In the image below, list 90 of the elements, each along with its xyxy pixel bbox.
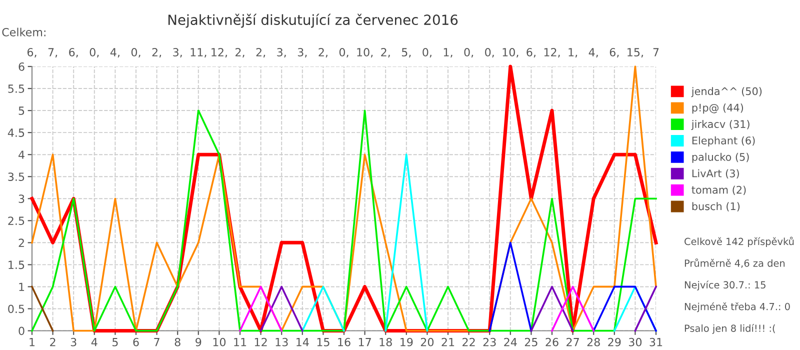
text: 12,: [212, 48, 227, 58]
x-tick-label: 15: [317, 338, 330, 346]
text: 4,: [110, 48, 120, 58]
text: 10,: [502, 48, 518, 58]
x-tick-label: 16: [338, 338, 350, 346]
x-tick-label: 9: [196, 338, 202, 346]
chart-title: Nejaktivnější diskutující za červenec 2016: [168, 14, 458, 28]
x-tick-label: 1: [30, 338, 35, 346]
x-tick-label: 21: [442, 338, 454, 346]
x-tick-label: 18: [380, 338, 392, 346]
x-tick-label: 6: [133, 338, 139, 346]
y-tick-label: 3.5: [8, 172, 24, 181]
y-tick-label: 4.5: [8, 128, 24, 137]
text: Nejméně třeba 4.7.: 0: [684, 302, 790, 312]
y-tick-label: 1.5: [8, 260, 24, 270]
text: 0,: [485, 48, 494, 58]
x-tick-label: 27: [566, 338, 579, 346]
text: Psalo jen 8 lidí!!! :(: [684, 324, 776, 334]
y-tick-label: 4: [18, 150, 24, 159]
text: 11,: [190, 48, 206, 58]
x-tick-label: 31: [650, 338, 662, 346]
x-tick-label: 30: [628, 338, 642, 346]
text: Nejvíce 30.7.: 15: [684, 280, 766, 290]
text: 3,: [298, 48, 307, 58]
text: 6,: [526, 48, 536, 58]
text: 7,: [48, 48, 58, 58]
text: 0,: [464, 48, 474, 58]
text: Celkově 142 příspěvků: [684, 236, 794, 248]
text: 6,: [69, 48, 78, 58]
legend-label: busch (1): [692, 202, 740, 212]
text: 1,: [444, 48, 452, 58]
x-tick-label: 29: [608, 338, 621, 346]
x-tick-label: 28: [587, 338, 600, 346]
text: Celkem:: [2, 28, 46, 36]
x-tick-label: 20: [420, 338, 434, 346]
x-tick-label: 22: [462, 338, 475, 346]
legend-label: LivArt (3): [692, 169, 739, 179]
text: 2,: [318, 48, 328, 58]
text: 2,: [236, 48, 244, 58]
x-tick-label: 11: [234, 338, 246, 346]
text: Průměrně 4,6 za den: [684, 258, 785, 268]
text: 3,: [277, 48, 286, 58]
x-tick-label: 12: [254, 338, 267, 346]
text: 6,: [27, 48, 36, 58]
text: 4,: [588, 48, 598, 58]
text: 2,: [152, 48, 162, 58]
x-tick-label: 19: [400, 338, 413, 346]
text: 0,: [90, 48, 99, 58]
y-tick-label: 2.5: [8, 216, 24, 226]
x-tick-label: 25: [524, 338, 538, 346]
x-tick-label: 26: [546, 338, 558, 346]
legend-label: p!p@ (44): [692, 104, 744, 114]
legend-label: Elephant (6): [692, 136, 755, 146]
y-tick-label: 0: [18, 326, 24, 336]
y-tick-label: 5.5: [8, 84, 24, 93]
x-tick-label: 4: [91, 338, 98, 346]
text: 6,: [610, 48, 619, 58]
text: 3,: [173, 48, 182, 58]
text: 0,: [422, 48, 432, 58]
legend-label: jenda^^ (50): [691, 87, 762, 98]
y-tick-label: 6: [18, 62, 24, 71]
x-tick-label: 10: [213, 338, 226, 346]
x-tick-label: 8: [174, 338, 180, 346]
text: 2,: [381, 48, 390, 58]
text: 1,: [568, 48, 578, 58]
y-tick-label: 5: [18, 106, 24, 115]
x-tick-label: 13: [276, 338, 288, 346]
x-tick-label: 23: [483, 338, 496, 346]
text: 12,: [544, 48, 560, 58]
text: 5,: [402, 48, 411, 58]
y-tick-label: 3: [18, 194, 24, 204]
y-tick-label: 0.5: [8, 304, 24, 314]
legend-label: palucko (5): [692, 152, 749, 163]
y-tick-label: 1: [19, 282, 24, 291]
text: 7: [653, 48, 659, 56]
text: 0,: [339, 48, 348, 58]
legend-label: tomam (2): [692, 186, 746, 195]
text: 0,: [131, 48, 140, 58]
text: 10,: [357, 48, 373, 58]
x-tick-label: 7: [154, 338, 160, 346]
x-tick-label: 14: [296, 338, 309, 346]
y-tick-label: 2: [18, 238, 24, 247]
text: 2,: [256, 48, 266, 58]
x-tick-label: 24: [504, 338, 517, 346]
x-tick-label: 2: [50, 338, 56, 346]
x-tick-label: 5: [112, 338, 118, 346]
text: 15,: [628, 48, 643, 58]
x-tick-label: 17: [358, 338, 371, 346]
legend-label: jirkacv (31): [691, 120, 750, 130]
x-tick-label: 3: [70, 338, 76, 346]
